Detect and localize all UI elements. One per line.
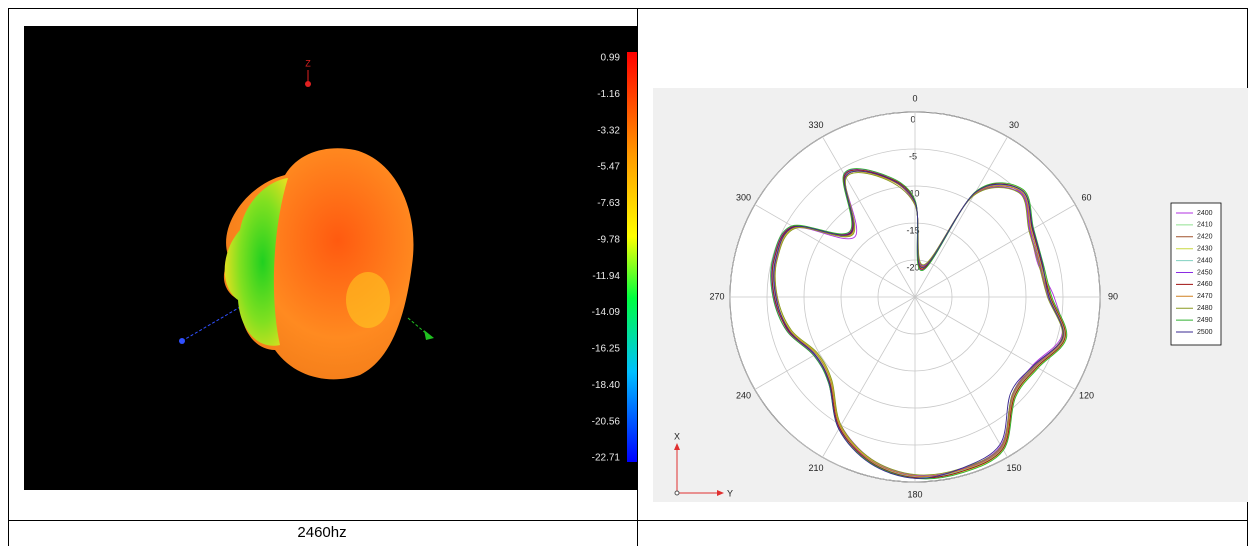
- caption: 2460hz: [297, 524, 346, 541]
- grid-spoke: [822, 136, 916, 298]
- series-line: [773, 170, 1064, 479]
- polar-chart: -20 -15 -10 -5 0 0 30 60 90 120 150 180 210 240 270 300…: [653, 88, 1248, 502]
- colorbar-label: -16.25: [592, 344, 621, 355]
- series-line: [771, 169, 1066, 479]
- angle-tick-label: 90: [1108, 291, 1118, 301]
- colorbar-label: -9.78: [597, 234, 620, 245]
- colorbar-label: -7.63: [597, 198, 620, 209]
- colorbar-label: -1.16: [597, 89, 620, 100]
- angle-tick-label: 330: [808, 120, 823, 130]
- legend-label: 2480: [1197, 305, 1213, 312]
- colorbar-label: -18.40: [592, 380, 621, 391]
- r-tick-label: -10: [906, 188, 919, 198]
- r-tick-label: 0: [910, 114, 915, 124]
- r-tick-label: -5: [909, 151, 917, 161]
- axis-label: Z: [305, 58, 311, 68]
- grid-spoke: [822, 296, 916, 458]
- grid-spoke: [754, 204, 916, 298]
- legend-label: 2440: [1197, 257, 1213, 264]
- angle-tick-label: 240: [736, 390, 751, 400]
- series-line: [773, 170, 1065, 477]
- axis-arrow: [717, 490, 724, 496]
- grid-spoke: [754, 296, 916, 390]
- colorbar-label: -14.09: [592, 307, 621, 318]
- legend-label: 2460: [1197, 281, 1213, 288]
- legend-label: 2410: [1197, 222, 1213, 229]
- colorbar-label: -5.47: [597, 162, 620, 173]
- axis-label: X: [674, 431, 680, 441]
- angle-tick-label: 30: [1009, 120, 1019, 130]
- grid-spoke: [914, 136, 1008, 298]
- angle-tick-label: 180: [907, 489, 922, 499]
- legend-label: 2420: [1197, 234, 1213, 241]
- angle-tick-label: 60: [1081, 192, 1091, 202]
- series-line: [774, 172, 1063, 476]
- legend-label: 2470: [1197, 293, 1213, 300]
- grid-spoke: [914, 296, 1008, 458]
- angle-tick-label: 150: [1006, 463, 1021, 473]
- axis-label: Y: [727, 488, 733, 498]
- legend-label: 2500: [1197, 329, 1213, 336]
- angle-tick-label: 270: [709, 291, 724, 301]
- legend-label: 2400: [1197, 210, 1213, 217]
- legend-label: 2490: [1197, 317, 1213, 324]
- angle-tick-label: 120: [1079, 390, 1094, 400]
- r-tick-label: -20: [906, 262, 919, 272]
- legend-label: 2430: [1197, 246, 1213, 253]
- colorbar-label: -3.32: [597, 125, 620, 136]
- grid-spoke: [914, 296, 1076, 390]
- colorbar-label: -20.56: [592, 416, 621, 427]
- colorbar-label: -22.71: [592, 453, 621, 464]
- colorbar-label: -11.94: [592, 271, 620, 282]
- colorbar-label: 0.99: [601, 53, 621, 64]
- axis-origin: [674, 490, 680, 496]
- legend-box: [1170, 202, 1222, 346]
- radiation-3d-view: Z 0.99 -1.16 -3.32 -5.47 -7.63 -9.78 -11.94 -14…: [24, 26, 637, 490]
- colorbar-labels: 0.99 -1.16 -3.32 -5.47 -7.63 -9.78 -11.94 -14.0…: [592, 53, 621, 464]
- colorbar: [627, 52, 637, 462]
- angle-tick-label: 210: [808, 463, 823, 473]
- angle-tick-label: 300: [736, 192, 751, 202]
- angle-tick-label: 0: [912, 93, 917, 103]
- legend-label: 2450: [1197, 269, 1213, 276]
- r-tick-label: -15: [906, 225, 919, 235]
- axis-arrow: [674, 443, 680, 450]
- grid-spoke: [914, 204, 1076, 298]
